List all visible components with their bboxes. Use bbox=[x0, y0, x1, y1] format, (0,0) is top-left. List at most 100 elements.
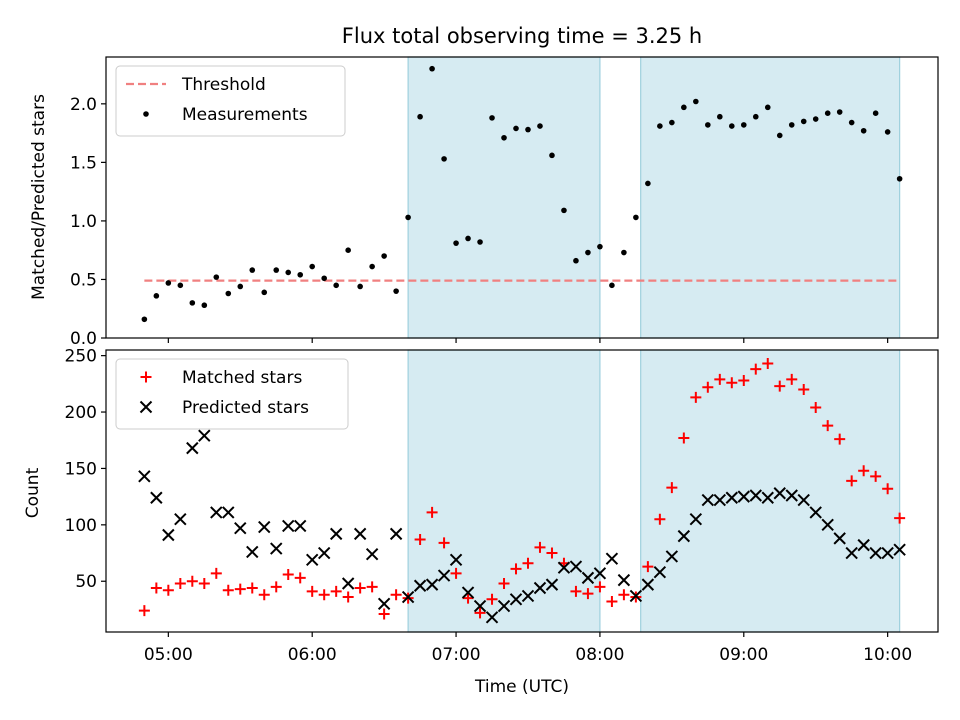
predicted-stars-point bbox=[497, 599, 511, 613]
measurements-point bbox=[261, 289, 268, 296]
matched-stars-point bbox=[870, 470, 882, 482]
legend-swatch-predicted-stars bbox=[139, 400, 153, 414]
predicted-stars-point bbox=[317, 546, 331, 560]
measurements-point bbox=[860, 127, 867, 134]
matched-stars-point bbox=[726, 377, 738, 389]
matched-stars-point bbox=[174, 577, 186, 589]
y-tick-label: 200 bbox=[65, 403, 97, 423]
measurements-point bbox=[609, 282, 615, 289]
predicted-stars-point bbox=[689, 512, 703, 526]
measurements-point bbox=[513, 125, 519, 132]
y-tick-label: 1.0 bbox=[70, 212, 97, 232]
predicted-stars-point bbox=[809, 506, 822, 519]
predicted-stars-point bbox=[246, 545, 259, 559]
measurements-point bbox=[657, 123, 663, 129]
measurements-point bbox=[177, 282, 184, 289]
measurements-point bbox=[800, 118, 807, 125]
matched-stars-point bbox=[474, 607, 486, 619]
measurements-point bbox=[872, 110, 879, 116]
measurements-point bbox=[501, 134, 507, 141]
y-tick-label: 250 bbox=[65, 347, 97, 367]
legend-swatch-measurements bbox=[143, 111, 149, 117]
predicted-stars-point bbox=[761, 491, 774, 504]
predicted-stars-point bbox=[677, 529, 691, 543]
predicted-stars-point bbox=[353, 527, 367, 541]
predicted-stars-point bbox=[282, 519, 295, 533]
measurements-point bbox=[693, 98, 699, 105]
measurements-point bbox=[489, 115, 495, 121]
measurements-point bbox=[848, 119, 855, 126]
predicted-stars-point bbox=[569, 560, 583, 573]
measurements-point bbox=[621, 249, 627, 256]
predicted-stars-point bbox=[365, 547, 379, 561]
measurements-point bbox=[537, 123, 543, 129]
y-tick-label: 50 bbox=[75, 572, 97, 592]
measurements-point bbox=[249, 267, 256, 273]
measurements-point bbox=[333, 282, 339, 289]
predicted-stars-point bbox=[270, 542, 283, 555]
predicted-stars-point bbox=[665, 550, 679, 563]
predicted-stars-point bbox=[773, 487, 786, 500]
matched-stars-point bbox=[738, 374, 750, 386]
predicted-stars-point bbox=[629, 589, 643, 603]
predicted-stars-point bbox=[869, 546, 882, 560]
matched-stars-point bbox=[522, 557, 534, 569]
predicted-stars-point bbox=[258, 520, 271, 534]
y-tick-label: 0.5 bbox=[70, 270, 97, 290]
predicted-stars-point bbox=[210, 506, 223, 519]
matched-stars-point bbox=[606, 596, 618, 608]
matched-stars-point bbox=[150, 582, 162, 594]
x-tick-label: 06:00 bbox=[288, 645, 337, 665]
matched-stars-point bbox=[510, 563, 522, 575]
predicted-stars-point bbox=[785, 489, 798, 502]
predicted-stars-point bbox=[186, 441, 199, 455]
matched-stars-point bbox=[654, 513, 666, 525]
legend-box bbox=[115, 65, 346, 137]
predicted-stars-point bbox=[401, 590, 415, 604]
predicted-stars-point bbox=[545, 578, 559, 591]
predicted-stars-point bbox=[509, 593, 523, 606]
matched-stars-point bbox=[294, 572, 306, 584]
measurements-point bbox=[717, 113, 723, 120]
predicted-stars-point bbox=[701, 493, 715, 507]
predicted-stars-point bbox=[617, 573, 631, 587]
matched-stars-point bbox=[882, 483, 894, 495]
measurements-point bbox=[585, 249, 591, 256]
measurements-point bbox=[189, 300, 196, 306]
predicted-stars-point bbox=[881, 546, 894, 560]
top-y-axis-label: Matched/Predicted stars bbox=[29, 94, 49, 300]
predicted-stars-point bbox=[198, 429, 211, 442]
matched-stars-point bbox=[594, 581, 606, 593]
matched-stars-point bbox=[138, 605, 150, 617]
matched-stars-point bbox=[486, 593, 498, 605]
measurements-point bbox=[165, 280, 172, 286]
observing-window-2 bbox=[640, 56, 901, 339]
matched-stars-point bbox=[642, 561, 654, 573]
predicted-stars-point bbox=[329, 527, 343, 541]
measurements-point bbox=[477, 239, 483, 245]
matched-stars-point bbox=[450, 567, 462, 579]
x-tick-label: 09:00 bbox=[719, 645, 768, 665]
matched-stars-point bbox=[810, 402, 822, 414]
y-tick-label: 2.0 bbox=[70, 95, 97, 115]
predicted-stars-point bbox=[485, 611, 499, 624]
matched-stars-point bbox=[282, 568, 294, 580]
predicted-stars-point bbox=[449, 553, 463, 567]
measurements-point bbox=[884, 129, 891, 135]
matched-stars-point bbox=[762, 358, 774, 370]
matched-stars-point bbox=[894, 512, 906, 524]
predicted-stars-point bbox=[294, 519, 307, 533]
predicted-stars-point bbox=[797, 493, 810, 507]
matched-stars-point bbox=[342, 591, 354, 603]
bottom-y-axis-label: Count bbox=[23, 467, 43, 518]
observing-window-1 bbox=[407, 56, 601, 339]
x-tick-label: 05:00 bbox=[144, 645, 193, 665]
measurements-point bbox=[669, 119, 675, 126]
matched-stars-point bbox=[186, 575, 198, 587]
legend: Matched stars Predicted stars bbox=[115, 358, 349, 430]
predicted-stars-point bbox=[222, 506, 235, 519]
matched-stars-point bbox=[546, 547, 558, 559]
measurements-point bbox=[824, 110, 831, 116]
matched-stars-point bbox=[618, 589, 630, 601]
x-tick-label: 07:00 bbox=[432, 645, 481, 665]
